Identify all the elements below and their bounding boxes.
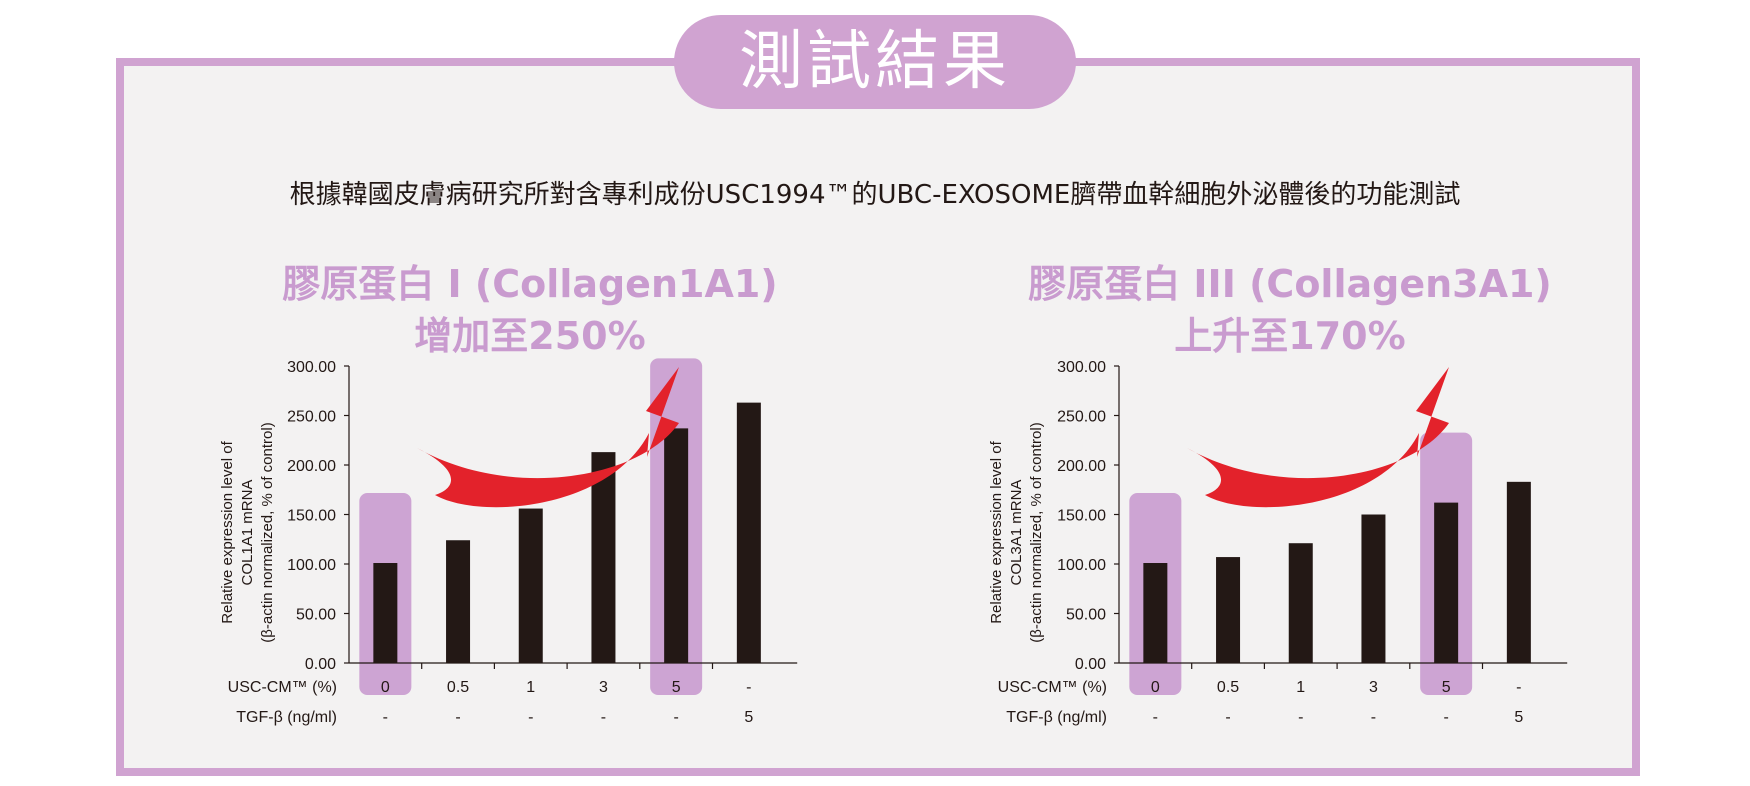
bar <box>1288 543 1313 663</box>
usc-cm-value: 3 <box>599 679 608 696</box>
tgf-row-label: TGF-β (ng/ml) <box>1006 709 1107 726</box>
usc-cm-row-label: USC-CM™ (%) <box>228 679 337 696</box>
y-tick-label: 300.00 <box>1057 359 1106 376</box>
tgf-value: - <box>673 709 678 726</box>
tgf-value: - <box>383 709 388 726</box>
bar <box>1361 514 1386 663</box>
y-tick-label: 0.00 <box>1075 656 1106 673</box>
bar <box>1506 481 1531 663</box>
tgf-value: - <box>1371 709 1376 726</box>
tgf-value: - <box>1298 709 1303 726</box>
usc-cm-value: 1 <box>526 679 535 696</box>
y-tick-label: 50.00 <box>296 607 336 624</box>
usc-cm-value: - <box>1516 679 1521 696</box>
usc-cm-value: 1 <box>1296 679 1305 696</box>
bar <box>736 402 761 663</box>
bar <box>591 452 616 663</box>
chart1-title-line1: 膠原蛋白 I (Collagen1A1) <box>282 262 778 306</box>
tgf-row-label: TGF-β (ng/ml) <box>236 709 337 726</box>
y-tick-label: 150.00 <box>287 508 336 525</box>
usc-cm-value: 0 <box>381 679 390 696</box>
y-tick-label: 50.00 <box>1066 607 1106 624</box>
bar <box>1216 557 1241 663</box>
usc-cm-value: 0 <box>1151 679 1160 696</box>
usc-cm-value: 5 <box>1442 679 1451 696</box>
bar <box>373 563 398 663</box>
usc-cm-row-label: USC-CM™ (%) <box>998 679 1107 696</box>
y-tick-label: 200.00 <box>287 458 336 475</box>
y-axis-label: COL1A1 mRNA <box>239 480 256 586</box>
y-tick-label: 250.00 <box>287 409 336 426</box>
bar <box>1143 563 1168 663</box>
usc-cm-value: 0.5 <box>1217 679 1239 696</box>
y-axis-label: COL3A1 mRNA <box>1008 480 1025 586</box>
usc-cm-value: 3 <box>1369 679 1378 696</box>
y-axis-label: (β-actin normalized, % of control) <box>1028 422 1045 642</box>
y-tick-label: 100.00 <box>287 557 336 574</box>
y-axis-label: (β-actin normalized, % of control) <box>259 422 276 642</box>
tgf-value: - <box>528 709 533 726</box>
tgf-value: 5 <box>1514 709 1523 726</box>
chart1-title: 膠原蛋白 I (Collagen1A1) 增加至250% <box>250 258 810 362</box>
y-tick-label: 200.00 <box>1057 458 1106 475</box>
y-tick-label: 250.00 <box>1057 409 1106 426</box>
y-axis-label: Relative expression level of <box>988 440 1005 623</box>
page-title: 測試結果 <box>674 15 1076 109</box>
tgf-value: - <box>1153 709 1158 726</box>
bar <box>446 540 471 663</box>
chart2-title-line2: 上升至170% <box>1174 314 1406 358</box>
trend-arrow <box>417 367 679 508</box>
y-axis-label: Relative expression level of <box>219 440 236 623</box>
usc-cm-value: 5 <box>672 679 681 696</box>
tgf-value: - <box>1443 709 1448 726</box>
y-tick-label: 0.00 <box>305 656 336 673</box>
bar <box>1434 502 1459 663</box>
chart2-title: 膠原蛋白 III (Collagen3A1) 上升至170% <box>1010 258 1570 362</box>
tgf-value: - <box>601 709 606 726</box>
intro-text: 根據韓國皮膚病研究所對含專利成份USC1994™的UBC-EXOSOME臍帶血幹… <box>289 180 1461 210</box>
bar <box>664 428 689 663</box>
tgf-value: - <box>455 709 460 726</box>
chart1-title-line2: 增加至250% <box>414 314 646 358</box>
y-tick-label: 100.00 <box>1057 557 1106 574</box>
bar <box>518 508 543 663</box>
y-tick-label: 300.00 <box>287 359 336 376</box>
tgf-value: - <box>1225 709 1230 726</box>
tgf-value: 5 <box>744 709 753 726</box>
y-tick-label: 150.00 <box>1057 508 1106 525</box>
usc-cm-value: 0.5 <box>447 679 469 696</box>
usc-cm-value: - <box>746 679 751 696</box>
chart2-title-line1: 膠原蛋白 III (Collagen3A1) <box>1028 262 1552 306</box>
trend-arrow <box>1187 367 1449 508</box>
